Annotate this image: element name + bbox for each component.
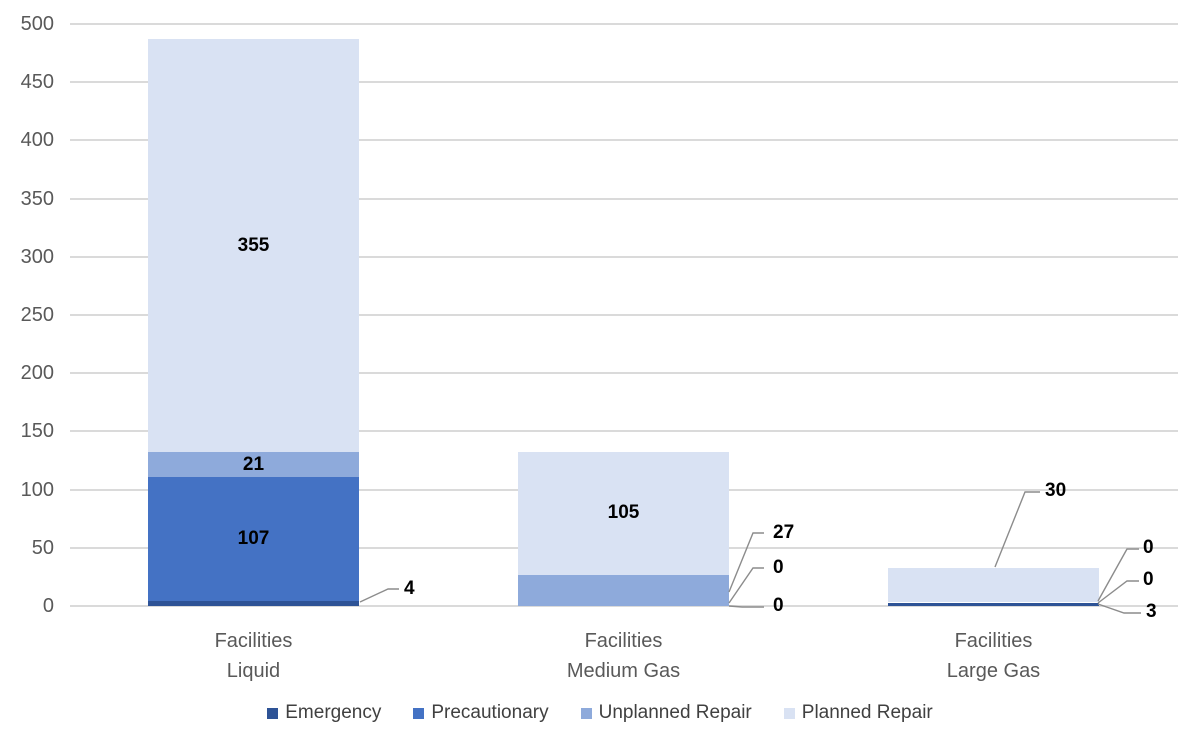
legend-swatch-icon: [783, 707, 795, 719]
legend-label: Planned Repair: [801, 702, 933, 723]
data-label-inside: 355: [237, 234, 270, 256]
bar-segment-unplanned-repair: [148, 452, 359, 477]
category-label: Facilities Medium Gas: [478, 626, 769, 686]
y-axis-tick-label: 50: [31, 536, 54, 559]
legend-item-emergency: Emergency: [267, 702, 381, 724]
bar-segment-planned-repair: [888, 567, 1099, 603]
legend-swatch-icon: [413, 707, 425, 719]
data-label-callout: 0: [1143, 569, 1154, 590]
data-label-inside: 21: [242, 453, 265, 475]
gridline: [70, 197, 1178, 200]
gridline: [70, 605, 1178, 607]
bar-segment-precautionary: [148, 476, 359, 602]
y-axis-tick-label: 500: [20, 13, 54, 35]
leader-line: [728, 567, 764, 604]
gridline: [70, 23, 1178, 25]
y-axis-tick-label: 400: [20, 129, 54, 152]
leader-line: [359, 588, 399, 603]
bar-segment-planned-repair: [148, 39, 359, 453]
legend-label: Precautionary: [431, 702, 549, 723]
legend-label: Unplanned Repair: [598, 702, 752, 723]
y-axis-tick-label: 150: [20, 420, 54, 443]
data-label-callout: 4: [404, 578, 415, 599]
bar-segment-planned-repair: [518, 452, 729, 575]
data-label-callout: 0: [773, 595, 784, 616]
gridline: [70, 314, 1178, 316]
data-label-callout: 3: [1146, 601, 1157, 622]
leader-line: [1097, 548, 1139, 602]
gridline: [70, 372, 1178, 375]
gridline: [70, 81, 1178, 84]
y-axis-tick-label: 0: [42, 595, 54, 617]
data-label-callout: 27: [773, 522, 795, 543]
gridline: [70, 430, 1178, 433]
bar-segment-emergency: [888, 602, 1099, 606]
leader-line: [728, 532, 764, 593]
legend-swatch-icon: [580, 707, 592, 719]
bar-segment-emergency: [148, 601, 359, 606]
data-label-inside: 105: [607, 502, 640, 524]
legend: Emergency Precautionary Unplanned Repair Pl…: [0, 702, 1200, 724]
y-axis-tick-label: 450: [20, 71, 54, 94]
data-label-callout: 0: [773, 557, 784, 578]
gridline: [70, 139, 1178, 142]
category-label-line: Facilities: [214, 630, 293, 652]
category-label: Facilities Large Gas: [848, 626, 1139, 686]
bar-segment-unplanned-repair: [518, 574, 729, 606]
category-label-line: Liquid: [226, 660, 281, 682]
leader-line: [1097, 580, 1139, 604]
y-axis-tick-label: 100: [20, 478, 54, 501]
legend-label: Emergency: [285, 702, 382, 723]
legend-item-precautionary: Precautionary: [413, 702, 549, 724]
category-label-line: Large Gas: [946, 660, 1041, 682]
category-label: Facilities Liquid: [108, 626, 399, 686]
leader-line: [994, 491, 1040, 568]
category-label-line: Facilities: [954, 630, 1033, 652]
y-axis-tick-label: 300: [20, 245, 54, 268]
data-label-callout: 0: [1143, 537, 1154, 558]
y-axis-tick-label: 200: [20, 362, 54, 385]
gridline: [70, 255, 1178, 258]
legend-swatch-icon: [267, 707, 279, 719]
data-label-callout: 30: [1045, 480, 1067, 501]
y-axis-tick-label: 350: [20, 187, 54, 210]
category-label-line: Medium Gas: [566, 660, 681, 682]
legend-item-planned-repair: Planned Repair: [783, 702, 933, 724]
data-label-inside: 107: [237, 528, 270, 550]
legend-item-unplanned-repair: Unplanned Repair: [580, 702, 752, 724]
y-axis-tick-label: 250: [20, 304, 54, 326]
category-label-line: Facilities: [584, 630, 663, 652]
